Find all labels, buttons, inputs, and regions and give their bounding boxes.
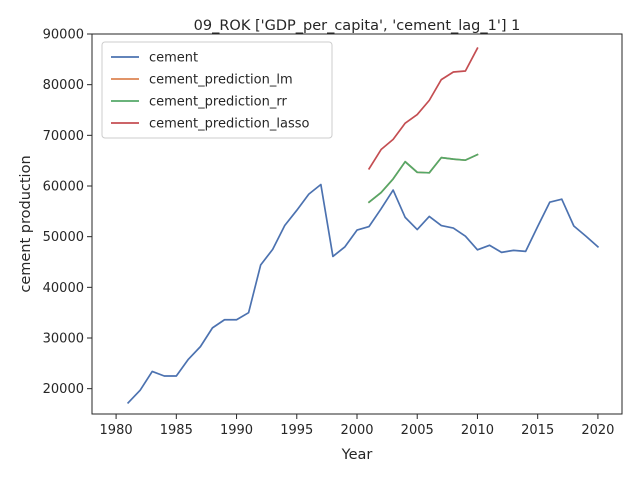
x-tick-label: 2000 [340, 423, 373, 438]
y-tick-label: 30000 [43, 332, 84, 347]
chart-title: 09_ROK ['GDP_per_capita', 'cement_lag_1'… [194, 18, 521, 34]
x-tick-label: 1980 [100, 423, 133, 438]
legend-box [101, 41, 333, 139]
plot-area [126, 47, 600, 405]
axes-frame [91, 33, 623, 415]
x-tick-label: 2010 [461, 423, 494, 438]
legend-label: cement_prediction_rr [149, 95, 287, 110]
x-axis: 1980 1985 1990 1995 2000 2005 2010 2015 2020 [100, 414, 614, 438]
y-axis: 20000 30000 40000 50000 60000 70000 80000 90000 [43, 28, 92, 397]
x-axis-label: Year [341, 447, 373, 463]
series-line-cement-prediction-rr [367, 153, 479, 204]
series-line-cement [126, 183, 600, 405]
series-line-cement-prediction-lm [367, 153, 479, 204]
y-tick-label: 90000 [43, 28, 84, 43]
x-tick-label: 2020 [581, 423, 614, 438]
x-tick-label: 1990 [220, 423, 253, 438]
y-tick-label: 70000 [43, 129, 84, 144]
legend-label: cement_prediction_lm [149, 73, 293, 88]
y-tick-label: 50000 [43, 230, 84, 245]
legend-label: cement_prediction_lasso [149, 117, 309, 132]
x-tick-label: 2005 [401, 423, 434, 438]
legend-label: cement [149, 51, 198, 66]
x-tick-label: 2015 [521, 423, 554, 438]
y-tick-label: 40000 [43, 281, 84, 296]
y-tick-label: 60000 [43, 180, 84, 195]
y-tick-label: 80000 [43, 78, 84, 93]
y-tick-label: 20000 [43, 382, 84, 397]
series-line-cement-prediction-lasso [367, 47, 479, 170]
x-tick-label: 1985 [160, 423, 193, 438]
legend: cement cement_prediction_lm cement_predict… [101, 41, 333, 139]
y-axis-label: cement production [18, 155, 34, 292]
x-tick-label: 1995 [280, 423, 313, 438]
